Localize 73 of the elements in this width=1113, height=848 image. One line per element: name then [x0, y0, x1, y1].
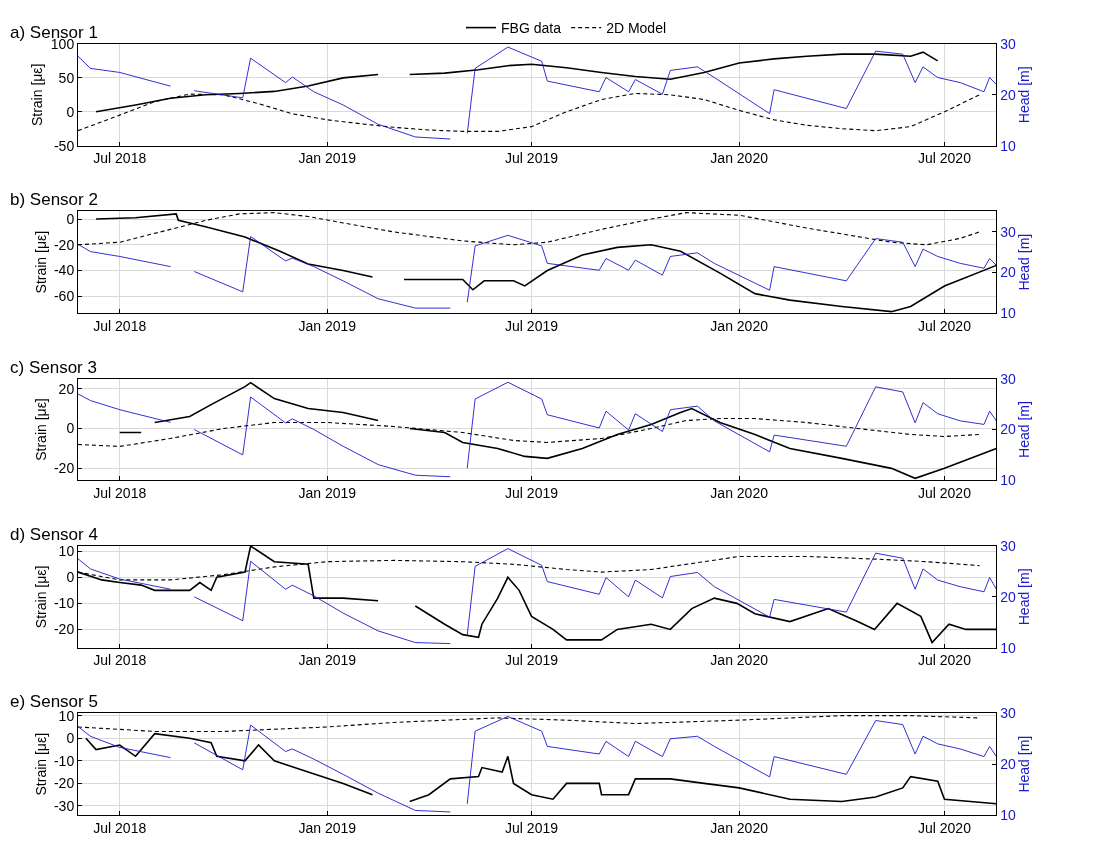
y2-tick-label: 20	[1000, 86, 1016, 103]
legend-label: 2D Model	[606, 20, 667, 37]
y-axis-title: Strain [με]	[32, 230, 49, 294]
x-tick-label: Jan 2020	[710, 150, 769, 167]
x-tick-label: Jul 2020	[918, 485, 972, 502]
y-tick-label: -20	[53, 621, 75, 638]
y-tick-label: 10	[58, 543, 75, 560]
chart-title: d) Sensor 4	[10, 525, 98, 544]
x-tick-label: Jan 2020	[710, 652, 769, 669]
y-axis-title: Strain [με]	[29, 63, 46, 127]
x-tick-label: Jan 2020	[710, 819, 769, 836]
y2-axis-title: Head [m]	[1016, 568, 1033, 626]
y-tick-label: -50	[53, 137, 75, 154]
y2-tick-label: 30	[1000, 705, 1016, 722]
x-tick-label: Jan 2019	[298, 317, 357, 334]
y-tick-label: 0	[66, 730, 75, 747]
y2-tick-label: 30	[1000, 35, 1016, 52]
y-tick-label: 0	[66, 569, 75, 586]
y2-tick-label: 20	[1000, 421, 1016, 438]
y2-axis-title: Head [m]	[1016, 233, 1033, 291]
y2-axis-title: Head [m]	[1016, 735, 1033, 793]
y-tick-label: -20	[53, 775, 75, 792]
y2-tick-label: 10	[1000, 137, 1016, 154]
y-axis-title: Strain [με]	[32, 732, 49, 796]
y-tick-label: 50	[58, 69, 75, 86]
y-tick-label: -10	[53, 752, 75, 769]
y-tick-label: 0	[66, 103, 75, 120]
y-tick-label: -30	[53, 797, 75, 814]
x-tick-label: Jul 2018	[93, 652, 147, 669]
x-tick-label: Jan 2019	[298, 652, 357, 669]
y-tick-label: -10	[53, 595, 75, 612]
chart-title: c) Sensor 3	[10, 358, 97, 377]
y-tick-label: -20	[53, 236, 75, 253]
x-tick-label: Jul 2019	[505, 317, 559, 334]
legend-label: FBG data	[501, 20, 562, 37]
x-tick-label: Jul 2020	[918, 652, 972, 669]
y2-tick-label: 30	[1000, 537, 1016, 554]
x-tick-label: Jul 2018	[93, 150, 147, 167]
chart-title: b) Sensor 2	[10, 190, 98, 209]
x-tick-label: Jul 2020	[918, 150, 972, 167]
y2-tick-label: 10	[1000, 639, 1016, 656]
x-tick-label: Jan 2020	[710, 317, 769, 334]
x-tick-label: Jan 2019	[298, 150, 357, 167]
y2-axis-title: Head [m]	[1016, 401, 1033, 458]
y-tick-label: -40	[53, 262, 75, 279]
y2-axis-title: Head [m]	[1016, 66, 1033, 124]
x-tick-label: Jul 2018	[93, 317, 147, 334]
x-tick-label: Jul 2019	[505, 652, 559, 669]
y-tick-label: 0	[66, 210, 75, 227]
y2-tick-label: 10	[1000, 304, 1016, 321]
x-tick-label: Jul 2019	[505, 819, 559, 836]
y2-tick-label: 20	[1000, 588, 1016, 605]
y-tick-label: -20	[53, 460, 75, 477]
y2-tick-label: 20	[1000, 264, 1016, 281]
x-tick-label: Jul 2019	[505, 485, 559, 502]
y-axis-title: Strain [με]	[32, 398, 49, 461]
y-tick-label: -60	[53, 288, 75, 305]
x-tick-label: Jul 2020	[918, 317, 972, 334]
y2-tick-label: 10	[1000, 472, 1016, 489]
y2-tick-label: 30	[1000, 223, 1016, 240]
x-tick-label: Jul 2018	[93, 819, 147, 836]
x-tick-label: Jan 2020	[710, 485, 769, 502]
y2-tick-label: 10	[1000, 806, 1016, 823]
y-tick-label: 20	[58, 380, 75, 397]
x-tick-label: Jul 2019	[505, 150, 559, 167]
x-tick-label: Jul 2020	[918, 819, 972, 836]
y-axis-title: Strain [με]	[32, 565, 49, 629]
y2-tick-label: 30	[1000, 370, 1016, 387]
x-tick-label: Jan 2019	[298, 485, 357, 502]
x-tick-label: Jul 2018	[93, 485, 147, 502]
x-tick-label: Jan 2019	[298, 819, 357, 836]
y2-tick-label: 20	[1000, 756, 1016, 773]
y-tick-label: 0	[66, 420, 75, 437]
